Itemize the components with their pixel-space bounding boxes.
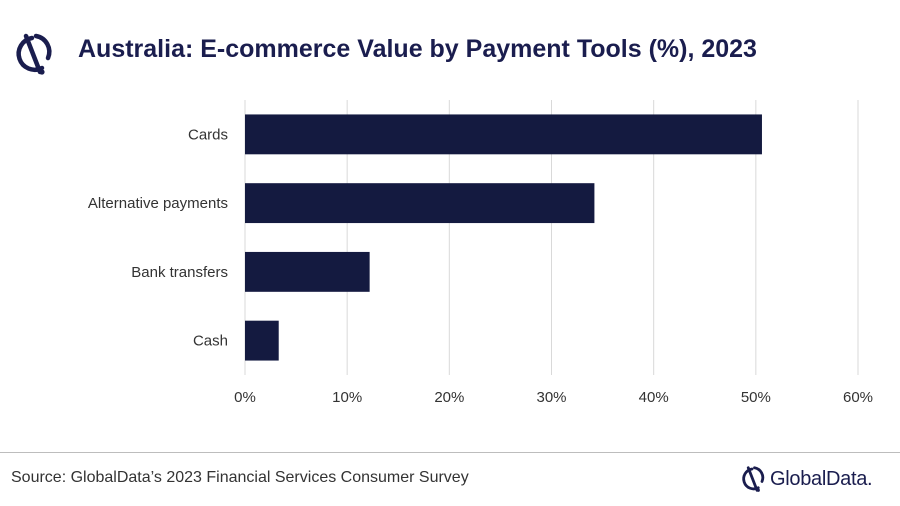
- bar-1: [245, 183, 595, 224]
- x-tick-label-5: 50%: [741, 389, 771, 406]
- x-tick-label-1: 10%: [332, 389, 362, 406]
- globaldata-logo-icon: [16, 33, 52, 75]
- x-tick-label-4: 40%: [639, 389, 669, 406]
- bar-0: [245, 114, 762, 155]
- x-tick-label-6: 60%: [843, 389, 873, 406]
- globaldata-brand-icon: [742, 466, 765, 492]
- category-label-2: Bank transfers: [131, 264, 228, 281]
- bar-3: [245, 320, 279, 361]
- footer-divider: [0, 452, 900, 453]
- bar-chart: Cards Alternative payments Bank transfers C…: [88, 100, 873, 406]
- x-tick-label-0: 0%: [234, 389, 256, 406]
- category-label-1: Alternative payments: [88, 195, 228, 212]
- source-note: Source: GlobalData’s 2023 Financial Serv…: [11, 469, 469, 486]
- bar-2: [245, 251, 370, 292]
- page-title: Australia: E-commerce Value by Payment T…: [78, 35, 757, 63]
- brand-logo: GlobalData.: [738, 463, 873, 495]
- x-tick-label-2: 20%: [434, 389, 464, 406]
- brand-name: GlobalData.: [770, 467, 873, 490]
- x-tick-label-3: 30%: [536, 389, 566, 406]
- category-label-0: Cards: [188, 126, 228, 143]
- category-label-3: Cash: [193, 333, 228, 350]
